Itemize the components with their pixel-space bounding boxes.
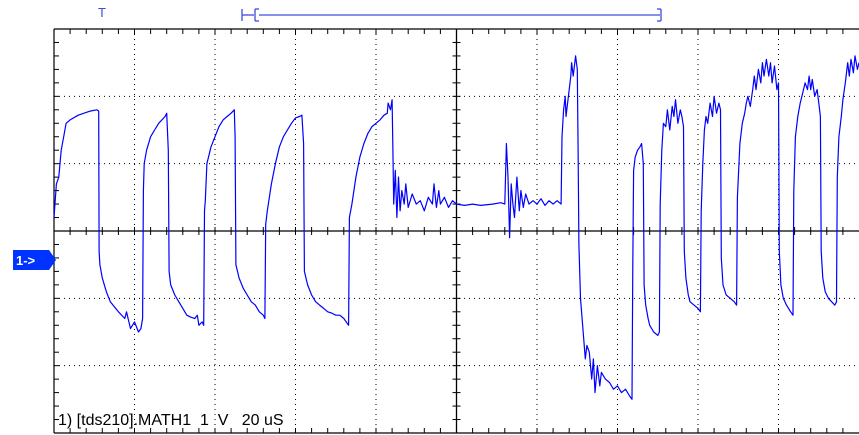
top-marker-bar: T: [98, 5, 662, 22]
trigger-marker[interactable]: T: [98, 5, 106, 20]
waveform-trace: [53, 55, 859, 400]
channel-1-marker[interactable]: 1->: [13, 250, 56, 270]
trigger-position-bracket[interactable]: [241, 8, 662, 22]
status-readout: 1) [tds210].MATH1 1 V 20 uS: [58, 412, 284, 429]
graticule-grid: [53, 28, 859, 434]
channel-1-marker-label: 1->: [16, 253, 36, 268]
